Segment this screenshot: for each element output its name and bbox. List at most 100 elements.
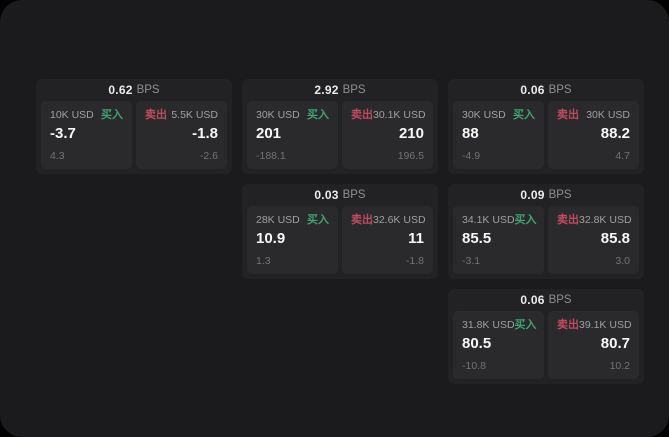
sell-panel-header: 卖出 39.1K USD [557,319,632,331]
quote-panels: 28K USD 买入 10.9 1.3 卖出 32.6K USD 11 -1.8 [242,206,438,279]
quote-panels: 30K USD 买入 88 -4.9 卖出 30K USD 88.2 4.7 [448,101,644,174]
buy-panel[interactable]: 30K USD 买入 88 -4.9 [453,101,544,169]
cards-grid: 0.62 BPS 10K USD 买入 -3.7 4.3 卖出 5.5K USD… [36,79,644,384]
sell-panel[interactable]: 卖出 39.1K USD 80.7 10.2 [548,311,639,379]
bps-unit-label: BPS [342,84,366,96]
sell-panel[interactable]: 卖出 32.6K USD 11 -1.8 [342,206,433,274]
quote-card[interactable]: 0.09 BPS 34.1K USD 买入 85.5 -3.1 卖出 32.8K… [448,184,644,279]
quote-card[interactable]: 0.06 BPS 31.8K USD 买入 80.5 -10.8 卖出 39.1… [448,289,644,384]
card-header: 0.06 BPS [448,79,644,101]
sell-amount: 39.1K USD [579,319,632,331]
buy-price: -3.7 [50,125,76,142]
buy-panel[interactable]: 30K USD 买入 201 -188.1 [247,101,338,169]
sell-price: 210 [398,125,424,142]
sell-panel-header: 卖出 30.1K USD [351,109,426,121]
buy-side-label: 买入 [307,109,329,121]
bps-value: 0.09 [520,188,545,202]
bps-value: 2.92 [314,83,339,97]
sell-amount: 30K USD [586,109,630,121]
sell-delta: 196.5 [397,150,424,162]
sell-delta: 4.7 [615,150,630,162]
bps-unit-label: BPS [548,294,572,306]
sell-panel[interactable]: 卖出 5.5K USD -1.8 -2.6 [136,101,227,169]
buy-price: 88 [462,125,479,142]
card-header: 0.03 BPS [242,184,438,206]
card-header: 0.09 BPS [448,184,644,206]
sell-panel[interactable]: 卖出 32.8K USD 85.8 3.0 [548,206,639,274]
buy-panel-header: 30K USD 买入 [256,109,329,121]
buy-amount: 30K USD [256,109,300,121]
buy-side-label: 买入 [514,319,537,331]
buy-price: 201 [256,125,282,142]
buy-panel-header: 34.1K USD 买入 [462,214,537,226]
sell-amount: 32.6K USD [373,214,426,226]
bps-unit-label: BPS [548,189,572,201]
sell-panel[interactable]: 卖出 30.1K USD 210 196.5 [342,101,433,169]
buy-delta: -3.1 [462,255,481,267]
buy-delta: 4.3 [50,150,65,162]
buy-panel[interactable]: 28K USD 买入 10.9 1.3 [247,206,338,274]
sell-side-label: 卖出 [557,319,579,331]
bps-unit-label: BPS [548,84,572,96]
sell-amount: 5.5K USD [171,109,218,121]
buy-amount: 10K USD [50,109,94,121]
sell-price: 85.8 [600,230,630,247]
buy-panel-header: 31.8K USD 买入 [462,319,537,331]
sell-delta: -1.8 [405,255,424,267]
card-header: 0.62 BPS [36,79,232,101]
buy-delta: 1.3 [256,255,271,267]
sell-price: 88.2 [600,125,630,142]
sell-delta: 3.0 [615,255,630,267]
bps-value: 0.06 [520,293,545,307]
sell-delta: 10.2 [609,360,630,372]
quote-panels: 10K USD 买入 -3.7 4.3 卖出 5.5K USD -1.8 -2.… [36,101,232,174]
quote-card[interactable]: 0.03 BPS 28K USD 买入 10.9 1.3 卖出 32.6K US… [242,184,438,279]
buy-panel[interactable]: 34.1K USD 买入 85.5 -3.1 [453,206,544,274]
buy-delta: -4.9 [462,150,481,162]
buy-panel-header: 30K USD 买入 [462,109,535,121]
buy-panel[interactable]: 10K USD 买入 -3.7 4.3 [41,101,132,169]
buy-side-label: 买入 [514,214,537,226]
sell-panel-header: 卖出 32.6K USD [351,214,426,226]
sell-panel-header: 卖出 5.5K USD [145,109,218,121]
sell-price: -1.8 [192,125,218,142]
buy-side-label: 买入 [307,214,329,226]
buy-panel-header: 28K USD 买入 [256,214,329,226]
quote-card[interactable]: 0.06 BPS 30K USD 买入 88 -4.9 卖出 30K USD 8… [448,79,644,174]
buy-price: 10.9 [256,230,286,247]
quote-panels: 30K USD 买入 201 -188.1 卖出 30.1K USD 210 1… [242,101,438,174]
sell-side-label: 卖出 [351,109,373,121]
bps-unit-label: BPS [136,84,160,96]
sell-side-label: 卖出 [557,214,579,226]
sell-panel[interactable]: 卖出 30K USD 88.2 4.7 [548,101,639,169]
buy-side-label: 买入 [101,109,123,121]
buy-panel-header: 10K USD 买入 [50,109,123,121]
quote-card[interactable]: 0.62 BPS 10K USD 买入 -3.7 4.3 卖出 5.5K USD… [36,79,232,174]
sell-side-label: 卖出 [351,214,373,226]
quote-card[interactable]: 2.92 BPS 30K USD 买入 201 -188.1 卖出 30.1K … [242,79,438,174]
buy-delta: -10.8 [462,360,486,372]
buy-price: 85.5 [462,230,492,247]
buy-amount: 31.8K USD [462,319,515,331]
buy-panel[interactable]: 31.8K USD 买入 80.5 -10.8 [453,311,544,379]
card-header: 2.92 BPS [242,79,438,101]
card-header: 0.06 BPS [448,289,644,311]
buy-side-label: 买入 [513,109,535,121]
sell-delta: -2.6 [199,150,218,162]
bps-value: 0.62 [108,83,133,97]
sell-amount: 30.1K USD [373,109,426,121]
buy-amount: 34.1K USD [462,214,515,226]
sell-price: 11 [408,230,424,247]
sell-price: 80.7 [600,335,630,352]
sell-side-label: 卖出 [557,109,579,121]
bps-unit-label: BPS [342,189,366,201]
sell-panel-header: 卖出 32.8K USD [557,214,632,226]
sell-amount: 32.8K USD [579,214,632,226]
buy-price: 80.5 [462,335,492,352]
quote-panels: 31.8K USD 买入 80.5 -10.8 卖出 39.1K USD 80.… [448,311,644,384]
bps-value: 0.06 [520,83,545,97]
quote-panels: 34.1K USD 买入 85.5 -3.1 卖出 32.8K USD 85.8… [448,206,644,279]
buy-amount: 30K USD [462,109,506,121]
bps-value: 0.03 [314,188,339,202]
